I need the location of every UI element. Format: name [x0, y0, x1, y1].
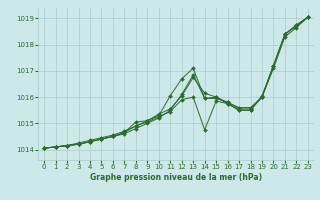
- X-axis label: Graphe pression niveau de la mer (hPa): Graphe pression niveau de la mer (hPa): [90, 173, 262, 182]
